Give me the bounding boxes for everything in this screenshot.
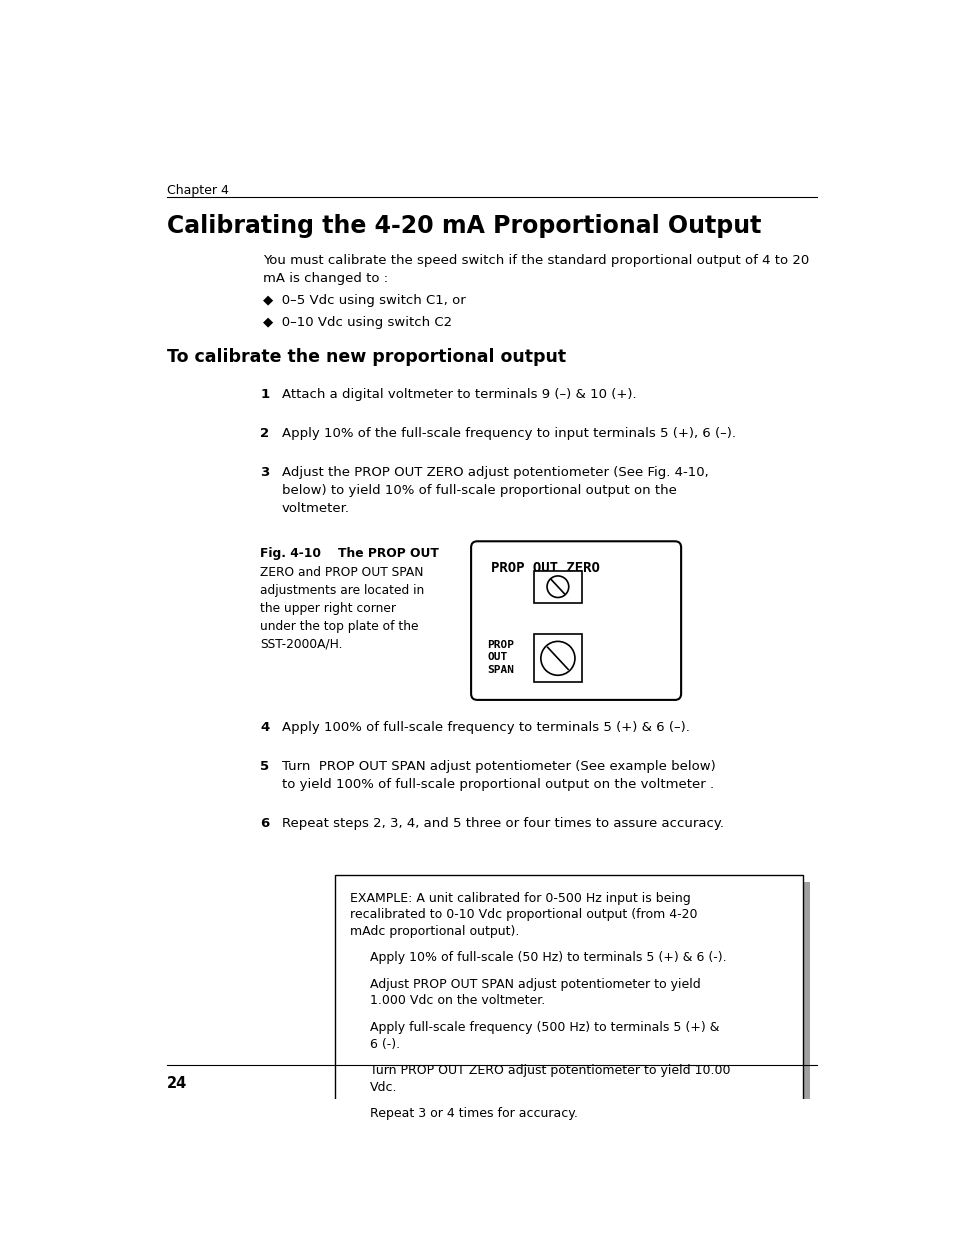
Text: 6: 6 [260, 816, 270, 830]
Text: ZERO and PROP OUT SPAN: ZERO and PROP OUT SPAN [260, 566, 423, 578]
Text: SST-2000A/H.: SST-2000A/H. [260, 638, 342, 651]
Text: Apply 10% of full-scale (50 Hz) to terminals 5 (+) & 6 (-).: Apply 10% of full-scale (50 Hz) to termi… [369, 951, 725, 965]
Text: Vdc.: Vdc. [369, 1081, 396, 1094]
Text: 1: 1 [260, 389, 269, 401]
Circle shape [546, 576, 568, 598]
Text: mAdc proportional output).: mAdc proportional output). [350, 925, 519, 937]
Text: EXAMPLE: A unit calibrated for 0-500 Hz input is being: EXAMPLE: A unit calibrated for 0-500 Hz … [350, 892, 690, 904]
Text: Chapter 4: Chapter 4 [167, 184, 229, 198]
Bar [534, 571, 581, 603]
Text: the upper right corner: the upper right corner [260, 601, 395, 615]
Text: below) to yield 10% of full-scale proportional output on the: below) to yield 10% of full-scale propor… [282, 484, 677, 498]
Text: PROP
OUT
SPAN: PROP OUT SPAN [487, 640, 514, 674]
Text: Repeat steps 2, 3, 4, and 5 three or four times to assure accuracy.: Repeat steps 2, 3, 4, and 5 three or fou… [282, 816, 723, 830]
Text: mA is changed to :: mA is changed to : [262, 272, 387, 285]
Text: Adjust PROP OUT SPAN adjust potentiometer to yield: Adjust PROP OUT SPAN adjust potentiomete… [369, 978, 700, 990]
Text: Turn PROP OUT ZERO adjust potentiometer to yield 10.00: Turn PROP OUT ZERO adjust potentiometer … [369, 1065, 729, 1077]
Text: Adjust the PROP OUT ZERO adjust potentiometer (See Fig. 4-10,: Adjust the PROP OUT ZERO adjust potentio… [282, 466, 708, 479]
Bar [341, 882, 809, 1116]
Text: PROP OUT ZERO: PROP OUT ZERO [491, 561, 599, 576]
Text: Turn  PROP OUT SPAN adjust potentiometer (See example below): Turn PROP OUT SPAN adjust potentiometer … [282, 760, 715, 773]
FancyBboxPatch shape [471, 541, 680, 700]
Bar [335, 874, 802, 1109]
Text: Calibrating the 4-20 mA Proportional Output: Calibrating the 4-20 mA Proportional Out… [167, 214, 760, 237]
Text: recalibrated to 0-10 Vdc proportional output (from 4-20: recalibrated to 0-10 Vdc proportional ou… [350, 908, 697, 921]
Text: 2: 2 [260, 427, 269, 441]
Text: voltmeter.: voltmeter. [282, 503, 350, 515]
Text: to yield 100% of full-scale proportional output on the voltmeter .: to yield 100% of full-scale proportional… [282, 778, 714, 790]
Text: Apply 100% of full-scale frequency to terminals 5 (+) & 6 (–).: Apply 100% of full-scale frequency to te… [282, 721, 689, 734]
Text: ◆  0–5 Vdc using switch C1, or: ◆ 0–5 Vdc using switch C1, or [262, 294, 465, 306]
Text: Fig. 4-10    The PROP OUT: Fig. 4-10 The PROP OUT [260, 547, 438, 561]
Text: ◆  0–10 Vdc using switch C2: ◆ 0–10 Vdc using switch C2 [262, 316, 452, 330]
Text: adjustments are located in: adjustments are located in [260, 584, 424, 597]
Text: Repeat 3 or 4 times for accuracy.: Repeat 3 or 4 times for accuracy. [369, 1108, 577, 1120]
Text: under the top plate of the: under the top plate of the [260, 620, 418, 632]
Bar [534, 635, 581, 682]
Text: 4: 4 [260, 721, 270, 734]
Text: 5: 5 [260, 760, 269, 773]
Text: 3: 3 [260, 466, 270, 479]
Text: Apply 10% of the full-scale frequency to input terminals 5 (+), 6 (–).: Apply 10% of the full-scale frequency to… [282, 427, 735, 441]
Text: 24: 24 [167, 1076, 188, 1091]
Text: Attach a digital voltmeter to terminals 9 (–) & 10 (+).: Attach a digital voltmeter to terminals … [282, 389, 636, 401]
Text: You must calibrate the speed switch if the standard proportional output of 4 to : You must calibrate the speed switch if t… [262, 253, 808, 267]
Text: To calibrate the new proportional output: To calibrate the new proportional output [167, 348, 566, 367]
Text: 1.000 Vdc on the voltmeter.: 1.000 Vdc on the voltmeter. [369, 994, 544, 1008]
Text: 6 (-).: 6 (-). [369, 1037, 399, 1051]
Text: Apply full-scale frequency (500 Hz) to terminals 5 (+) &: Apply full-scale frequency (500 Hz) to t… [369, 1021, 719, 1034]
Circle shape [540, 641, 575, 676]
